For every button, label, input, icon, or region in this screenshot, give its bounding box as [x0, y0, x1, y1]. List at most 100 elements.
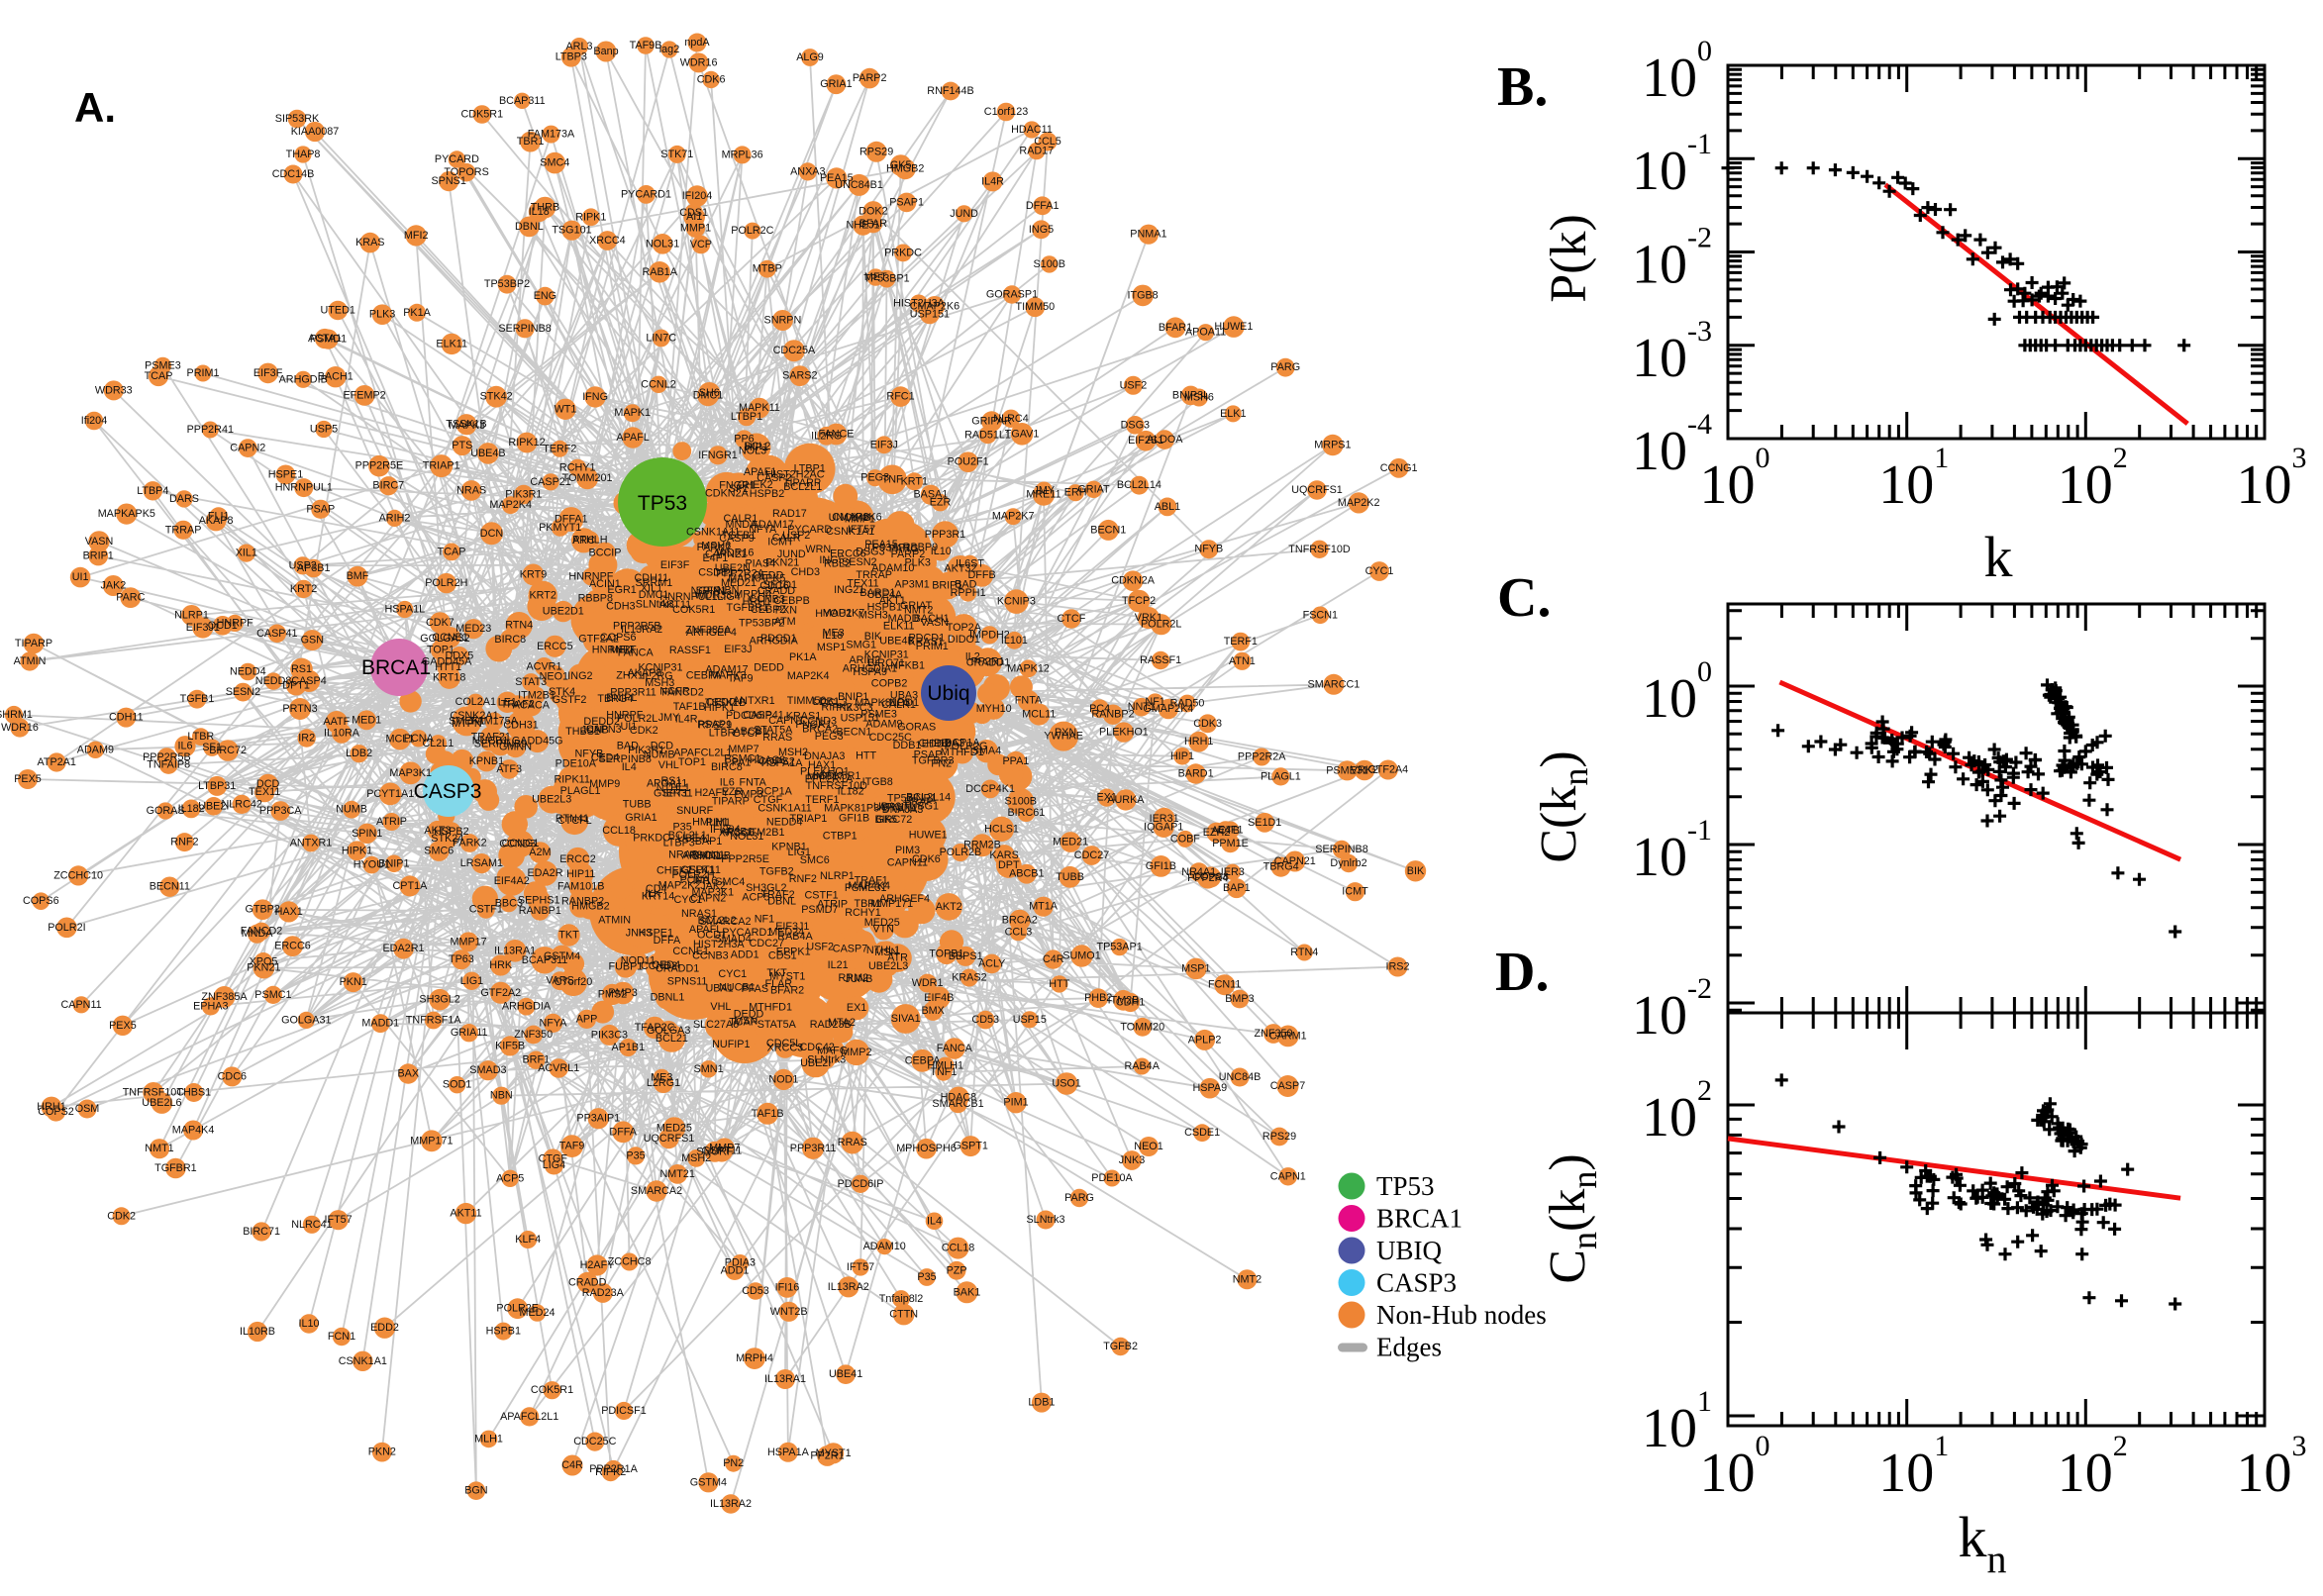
svg-text:IER3: IER3 — [1221, 866, 1245, 878]
svg-text:ACP5: ACP5 — [496, 1172, 524, 1184]
svg-text:UBE2L6: UBE2L6 — [142, 1097, 181, 1109]
svg-text:UBE2L3: UBE2L3 — [868, 960, 908, 972]
svg-text:MADD: MADD — [888, 613, 920, 625]
svg-text:TGFB2: TGFB2 — [1103, 1341, 1138, 1352]
svg-text:ATN1: ATN1 — [1229, 655, 1256, 667]
svg-text:HUWE1: HUWE1 — [1214, 321, 1253, 333]
svg-text:DARS: DARS — [169, 493, 199, 505]
svg-text:HMGB2: HMGB2 — [571, 900, 609, 912]
svg-text:CDC27: CDC27 — [1074, 849, 1109, 861]
svg-text:SPIN1: SPIN1 — [352, 828, 382, 840]
svg-text:IL18: IL18 — [822, 630, 843, 642]
svg-text:CSNK1A1: CSNK1A1 — [339, 1355, 387, 1367]
svg-text:KLF4: KLF4 — [515, 1234, 541, 1246]
svg-text:FCN11: FCN11 — [1208, 979, 1241, 991]
svg-text:MLH1: MLH1 — [474, 1433, 503, 1445]
svg-text:RAD51L1: RAD51L1 — [964, 429, 1011, 441]
svg-text:IL10: IL10 — [298, 1318, 319, 1330]
svg-text:MAP2K7: MAP2K7 — [992, 511, 1035, 523]
svg-text:PARG: PARG — [1270, 361, 1300, 373]
svg-text:BNIPL: BNIPL — [606, 692, 637, 704]
svg-text:RPS29: RPS29 — [859, 146, 893, 157]
svg-text:MMP17: MMP17 — [450, 936, 486, 948]
svg-text:CDC6: CDC6 — [218, 1070, 247, 1082]
svg-text:STK42: STK42 — [480, 391, 513, 403]
svg-text:POLR2H: POLR2H — [425, 577, 467, 589]
svg-text:UBE2D1: UBE2D1 — [543, 606, 584, 618]
svg-text:SHRM1: SHRM1 — [0, 709, 33, 721]
svg-text:IL13RA1: IL13RA1 — [764, 1373, 806, 1385]
svg-text:WDR16: WDR16 — [1, 722, 39, 734]
svg-text:PCYT1A1: PCYT1A1 — [366, 788, 414, 800]
svg-text:LTBP31: LTBP31 — [198, 780, 236, 792]
svg-text:IRS2: IRS2 — [1385, 961, 1409, 973]
svg-text:PEX5: PEX5 — [14, 773, 42, 785]
svg-text:HTT: HTT — [856, 750, 876, 762]
svg-text:MSP1: MSP1 — [817, 642, 846, 653]
svg-text:KRT9: KRT9 — [520, 568, 547, 580]
svg-text:CSNK1A11: CSNK1A11 — [686, 527, 740, 539]
svg-text:A.: A. — [74, 84, 116, 131]
svg-text:TOPORS: TOPORS — [444, 166, 488, 178]
svg-text:EDA2R1: EDA2R1 — [382, 943, 424, 954]
svg-text:SERPINB8: SERPINB8 — [1315, 844, 1367, 855]
svg-text:LTBP3: LTBP3 — [663, 838, 695, 849]
svg-text:ZNF385A: ZNF385A — [201, 991, 248, 1003]
svg-text:HIP1: HIP1 — [1170, 750, 1194, 762]
svg-text:NEDD4: NEDD4 — [766, 816, 803, 828]
svg-text:LTBP1: LTBP1 — [731, 411, 762, 423]
svg-text:BAP1: BAP1 — [1223, 882, 1251, 894]
svg-text:TAF1B: TAF1B — [752, 1108, 784, 1120]
svg-text:IL6: IL6 — [177, 741, 192, 752]
svg-text:BCL2L2: BCL2L2 — [698, 915, 737, 927]
svg-text:FANCA: FANCA — [937, 1043, 973, 1054]
svg-text:FNTA: FNTA — [1015, 695, 1043, 707]
svg-text:CPT1A: CPT1A — [392, 880, 428, 892]
svg-text:BIRC71: BIRC71 — [243, 1226, 280, 1238]
svg-text:PPP3CA: PPP3CA — [259, 805, 302, 817]
svg-text:MAP4K4: MAP4K4 — [172, 1125, 215, 1137]
svg-text:RS1: RS1 — [291, 663, 312, 675]
svg-text:CD4: CD4 — [646, 883, 667, 895]
svg-text:COBF: COBF — [1170, 833, 1200, 845]
svg-text:RIPK11: RIPK11 — [554, 774, 589, 786]
svg-text:RBL2: RBL2 — [824, 558, 851, 570]
svg-text:CALR1: CALR1 — [723, 513, 758, 525]
svg-text:ARHGDIA: ARHGDIA — [502, 1001, 552, 1013]
svg-text:NEO1: NEO1 — [1134, 1141, 1162, 1152]
svg-text:COPS6: COPS6 — [600, 632, 637, 644]
svg-text:DOK2: DOK2 — [858, 206, 887, 218]
svg-text:CCND3: CCND3 — [800, 716, 837, 728]
svg-text:IL10RA: IL10RA — [324, 728, 360, 740]
svg-text:RAD23B: RAD23B — [810, 1019, 852, 1031]
svg-text:Tnfaip8l2: Tnfaip8l2 — [879, 1293, 923, 1305]
svg-text:WDR16: WDR16 — [680, 56, 718, 68]
svg-text:MAPK3: MAPK3 — [710, 670, 747, 682]
svg-text:CAPN21: CAPN21 — [1274, 855, 1316, 867]
svg-text:SNURF: SNURF — [676, 805, 714, 817]
svg-text:HSPA9: HSPA9 — [1192, 1082, 1227, 1094]
svg-text:AKT1: AKT1 — [879, 595, 906, 607]
svg-text:BIRC7: BIRC7 — [372, 480, 404, 492]
svg-text:TSG101: TSG101 — [552, 225, 591, 237]
svg-text:PEG3: PEG3 — [860, 472, 889, 484]
svg-text:PARK2: PARK2 — [453, 838, 487, 849]
svg-text:DBNL: DBNL — [515, 221, 544, 233]
svg-text:CTCF: CTCF — [1058, 613, 1086, 625]
svg-text:HTT1: HTT1 — [435, 661, 461, 673]
svg-text:TP63: TP63 — [449, 953, 474, 965]
svg-text:ARHGDIA1: ARHGDIA1 — [843, 663, 897, 675]
svg-text:NLRC41: NLRC41 — [291, 1219, 332, 1231]
svg-text:CDC25C: CDC25C — [573, 1436, 616, 1447]
svg-text:NOD1: NOD1 — [768, 1073, 798, 1085]
svg-text:CCNL2: CCNL2 — [641, 378, 675, 390]
svg-text:OSM: OSM — [75, 1103, 100, 1115]
svg-text:RANBP2: RANBP2 — [1091, 709, 1134, 721]
svg-text:CYC1: CYC1 — [1365, 565, 1394, 577]
svg-text:EFEMP2: EFEMP2 — [343, 389, 385, 401]
svg-text:FANCE: FANCE — [819, 429, 855, 441]
svg-text:HCLS1: HCLS1 — [984, 823, 1019, 835]
svg-text:SRRM1: SRRM1 — [636, 577, 673, 589]
svg-text:SNURF: SNURF — [696, 1146, 734, 1157]
svg-text:SMAD4: SMAD4 — [715, 934, 752, 946]
